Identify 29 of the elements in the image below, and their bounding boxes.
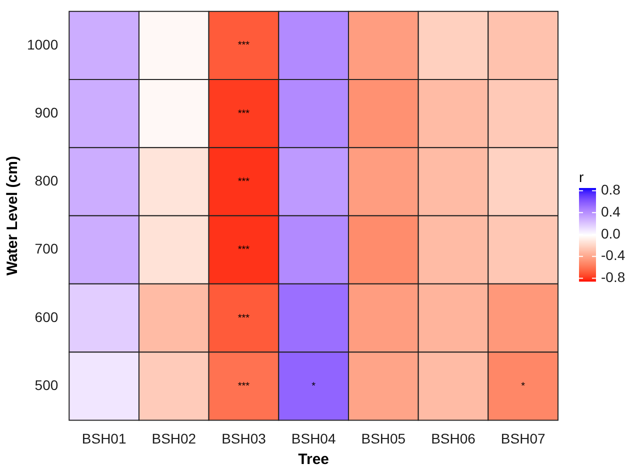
y-axis-title: Water Level (cm) bbox=[4, 156, 22, 276]
color-bar-label: 0.0 bbox=[601, 225, 621, 242]
data-label: *** bbox=[238, 380, 250, 392]
data-label: *** bbox=[238, 40, 250, 52]
x-axis-title: Tree bbox=[298, 451, 329, 468]
x-tick-label: BSH01 bbox=[82, 430, 126, 446]
y-tick-label: 600 bbox=[34, 308, 58, 325]
y-tick-label: 500 bbox=[34, 376, 58, 393]
y-tick-label: 900 bbox=[34, 104, 58, 120]
y-tick-label: 800 bbox=[34, 172, 58, 189]
x-tick-label: BSH03 bbox=[222, 430, 266, 446]
x-tick-label: BSH06 bbox=[431, 430, 476, 446]
color-bar-label: 0.8 bbox=[601, 182, 621, 198]
color-bar-title: r bbox=[579, 169, 584, 185]
data-label: * bbox=[312, 380, 316, 392]
x-tick-label: BSH04 bbox=[291, 430, 336, 446]
x-tick-label: BSH05 bbox=[361, 430, 406, 446]
data-label: *** bbox=[238, 244, 250, 256]
x-tick-label: BSH07 bbox=[500, 430, 546, 446]
data-label: *** bbox=[238, 108, 250, 120]
data-label: *** bbox=[238, 312, 250, 324]
x-tick-label: BSH02 bbox=[152, 430, 196, 446]
y-tick-label: 700 bbox=[34, 240, 58, 257]
color-bar-label: -0.8 bbox=[601, 269, 626, 286]
y-tick-label: 1000 bbox=[26, 36, 58, 52]
color-bar-label: -0.4 bbox=[601, 247, 626, 264]
data-label: * bbox=[521, 380, 526, 392]
color-bar-label: 0.4 bbox=[601, 203, 621, 220]
data-label: *** bbox=[238, 176, 250, 188]
